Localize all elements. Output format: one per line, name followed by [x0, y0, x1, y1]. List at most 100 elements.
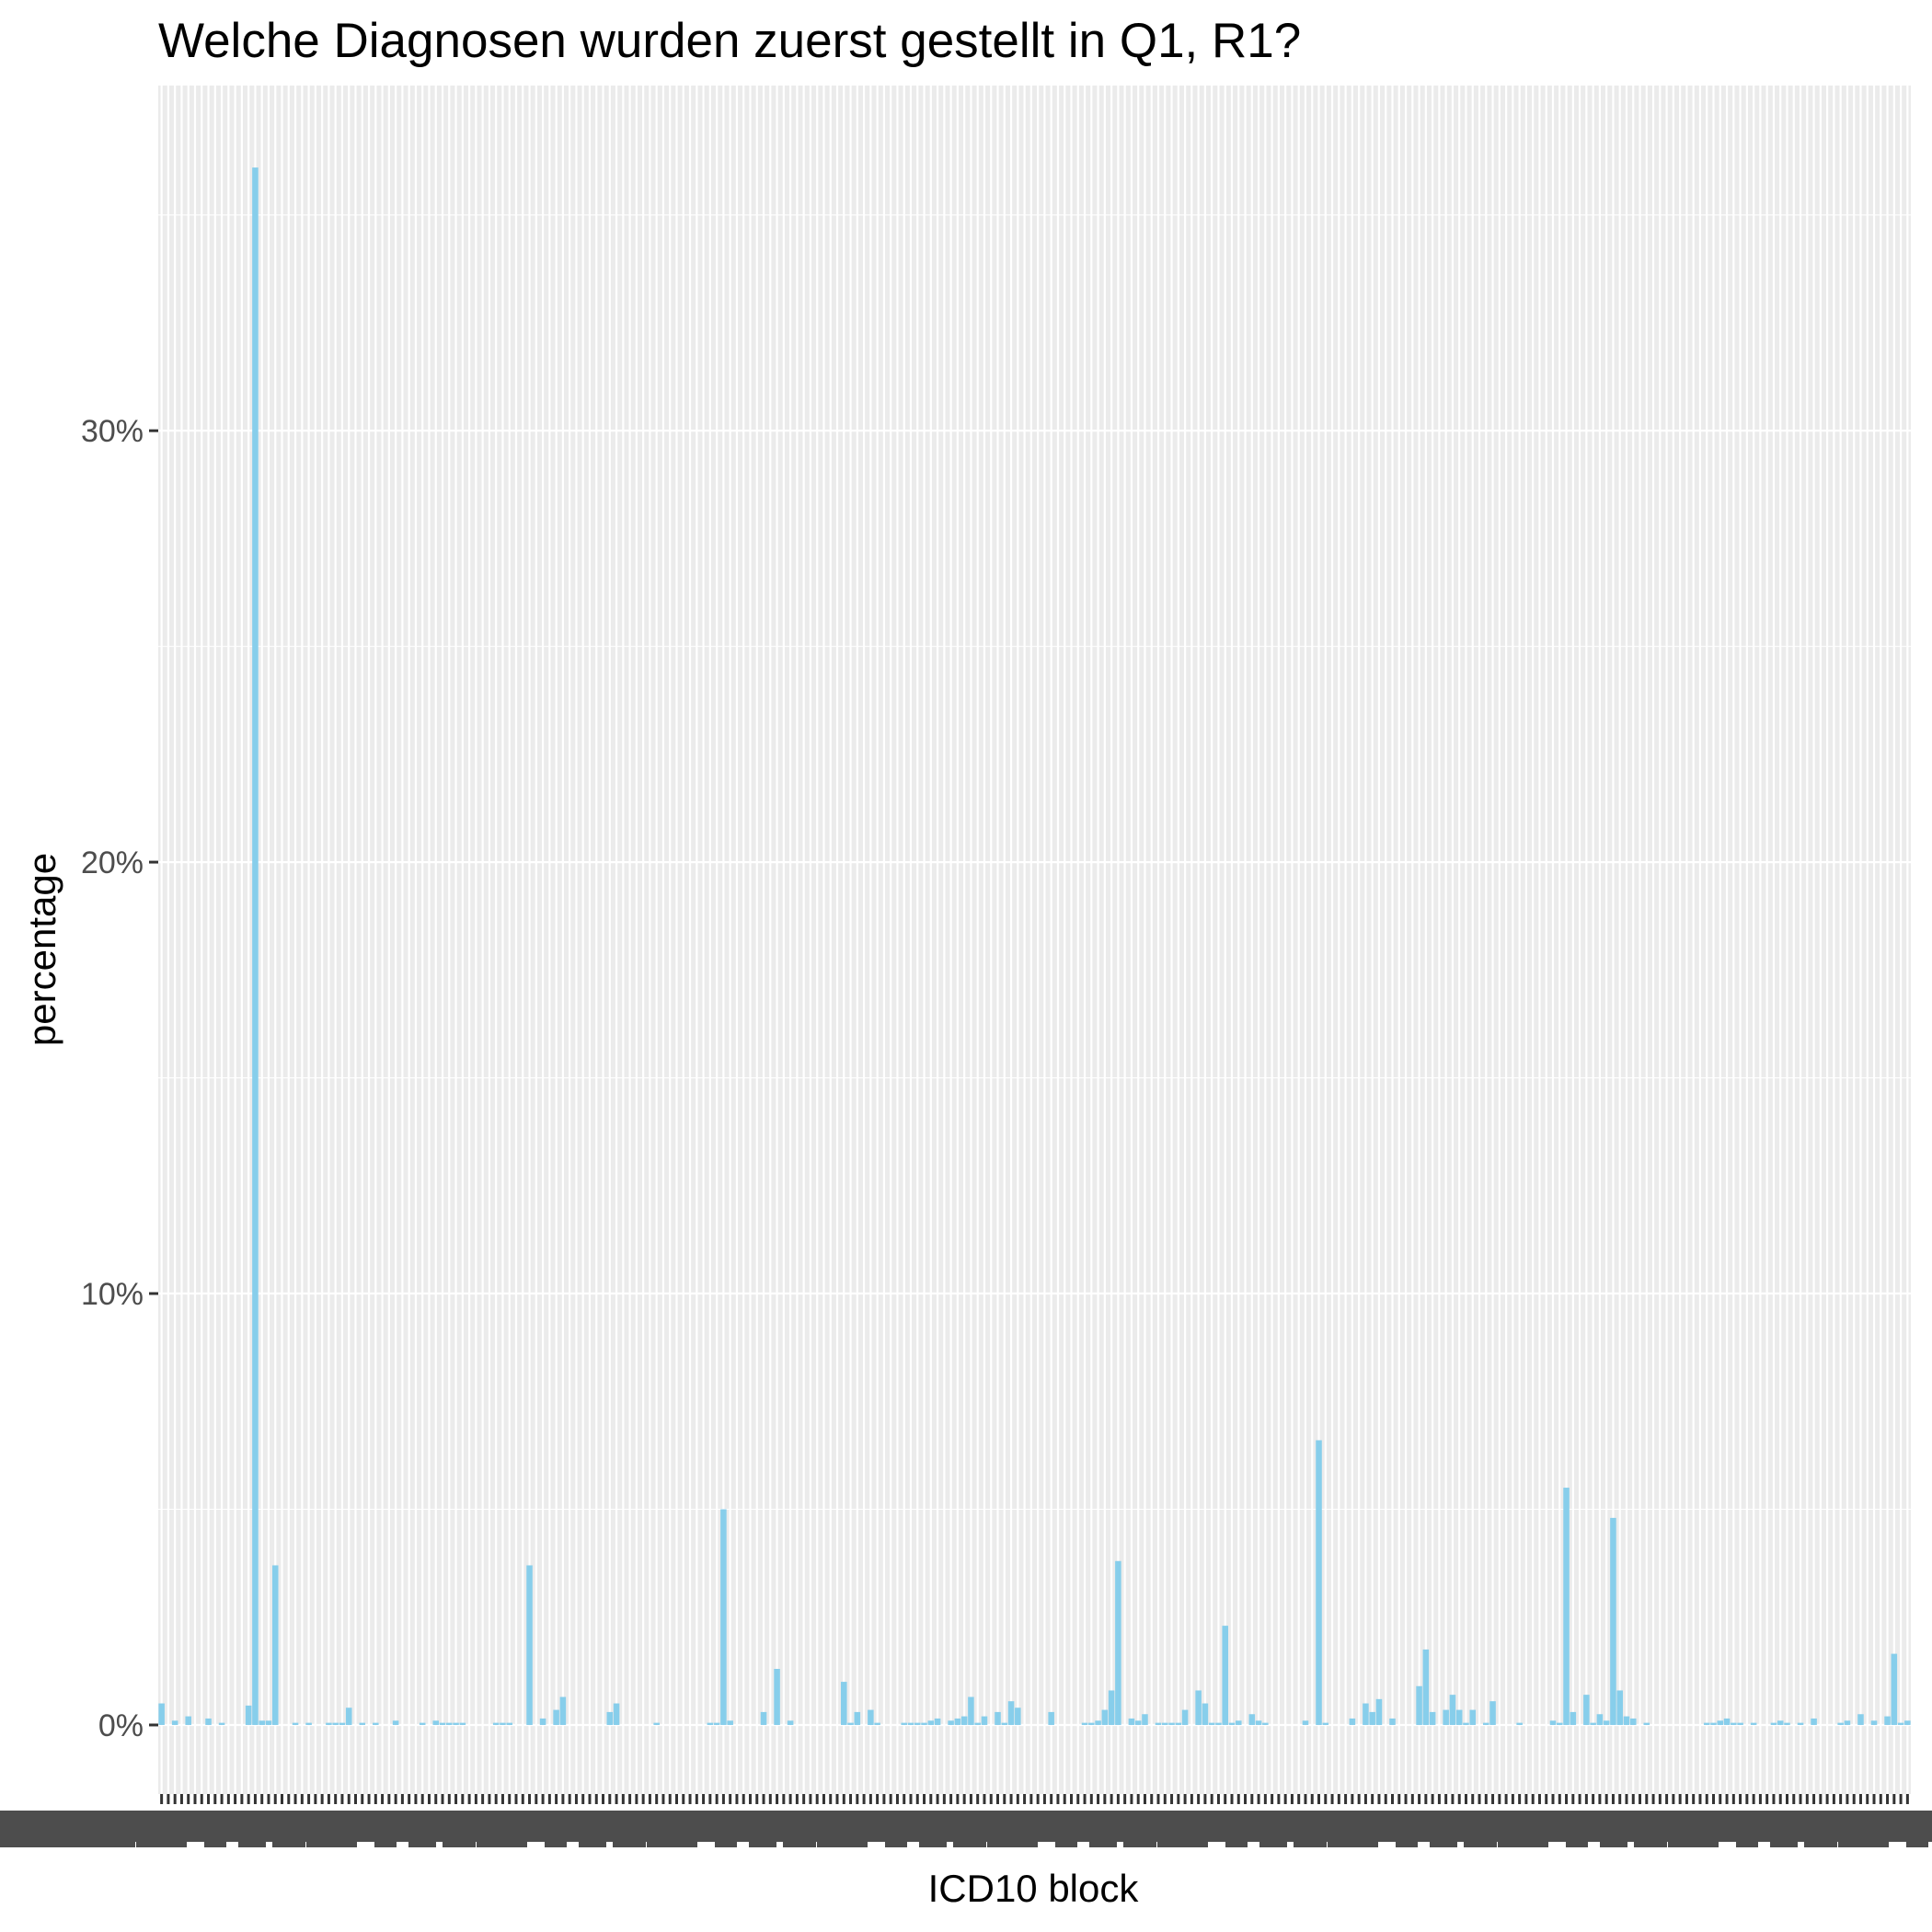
bar [1228, 1722, 1236, 1725]
bar [1737, 1722, 1743, 1725]
bar [934, 1718, 941, 1725]
y-axis: 0% 10% 20% 30% [81, 414, 158, 1743]
x-tick-label-overflow [613, 1836, 646, 1847]
bar [1616, 1690, 1623, 1725]
bar [1777, 1720, 1784, 1725]
x-tick-label-overflow [817, 1836, 856, 1847]
bar [1115, 1560, 1121, 1725]
bar [1215, 1722, 1222, 1725]
x-tick-label-overflow [238, 1836, 266, 1847]
x-tick-label-overflow [42, 1836, 75, 1847]
x-tick-label-overflow [443, 1836, 476, 1847]
bar [1316, 1440, 1322, 1725]
x-tick-label-overflow [204, 1836, 226, 1847]
x-tick-label-overflow [1600, 1836, 1627, 1847]
bar [974, 1722, 981, 1725]
y-tick-label: 20% [81, 845, 144, 880]
bar [1884, 1716, 1891, 1725]
x-tick-label-overflow [1532, 1836, 1548, 1847]
x-tick-label-overflow [919, 1836, 947, 1847]
x-tick-label-overflow [1055, 1836, 1077, 1847]
bar [1857, 1714, 1864, 1725]
bar [1128, 1718, 1135, 1725]
x-tick-label-overflow [1498, 1836, 1536, 1847]
bar [1429, 1711, 1436, 1725]
bar [713, 1722, 720, 1725]
bar [259, 1720, 265, 1725]
bar [1904, 1720, 1911, 1725]
x-tick-label-overflow [1123, 1836, 1156, 1847]
bar [907, 1722, 914, 1725]
bar [1081, 1722, 1088, 1725]
bar [158, 1703, 165, 1725]
bar [874, 1722, 880, 1725]
x-tick-label-overflow [1770, 1836, 1798, 1847]
bar [1248, 1714, 1256, 1725]
bar [948, 1720, 954, 1725]
bar [1463, 1722, 1469, 1725]
bar [392, 1720, 399, 1725]
bar [1262, 1722, 1269, 1725]
x-tick-label-overflow [1157, 1836, 1196, 1847]
bar [292, 1722, 299, 1725]
x-tick-label-overflow [1566, 1836, 1588, 1847]
bar [774, 1669, 780, 1725]
bar [1222, 1626, 1228, 1725]
bar [1375, 1698, 1383, 1725]
bar [720, 1509, 727, 1725]
x-tick-label-overflow [1259, 1836, 1287, 1847]
bar [453, 1722, 459, 1725]
bar [1516, 1722, 1523, 1725]
bar [218, 1722, 225, 1725]
bar [1570, 1711, 1577, 1725]
x-tick-label-overflow [374, 1836, 397, 1847]
bars [158, 167, 1911, 1725]
bar [914, 1722, 921, 1725]
bar [205, 1718, 212, 1725]
bar [345, 1708, 352, 1725]
bar [185, 1716, 191, 1725]
bar [500, 1722, 506, 1725]
bar [1837, 1722, 1844, 1725]
x-tick-label-overflow [1021, 1836, 1038, 1847]
bar [1703, 1722, 1710, 1725]
chart-title: Welche Diagnosen wurden zuerst gestellt … [158, 14, 1301, 68]
bar [1710, 1722, 1717, 1725]
bar [1811, 1718, 1817, 1725]
bar [1717, 1720, 1724, 1725]
y-axis-title: percentage [20, 853, 63, 1046]
bar [506, 1722, 512, 1725]
x-tick-label-overflow [545, 1836, 567, 1847]
y-tick-label: 10% [81, 1277, 144, 1312]
bar [968, 1696, 974, 1725]
bar [432, 1720, 440, 1725]
plot-panel [158, 86, 1911, 1794]
bar [332, 1722, 339, 1725]
bar [1168, 1722, 1175, 1725]
bar [847, 1722, 854, 1725]
bar [1155, 1722, 1162, 1725]
bar [1455, 1709, 1463, 1725]
bar [1549, 1720, 1557, 1725]
bar [1001, 1722, 1008, 1725]
bar [252, 167, 259, 1725]
x-tick-label-overflow [885, 1836, 907, 1847]
x-tick-label-overflow [1804, 1836, 1837, 1847]
bar [271, 1565, 279, 1725]
bar [760, 1711, 767, 1725]
bar [1590, 1722, 1596, 1725]
bar [1643, 1722, 1650, 1725]
bar [1557, 1722, 1563, 1725]
bar [1369, 1711, 1375, 1725]
bar [981, 1716, 988, 1725]
x-tick-label-overflow [1089, 1836, 1117, 1847]
bar [1449, 1695, 1456, 1725]
bar [901, 1722, 907, 1725]
bar [1891, 1653, 1898, 1725]
x-tick-label-overflow [953, 1836, 986, 1847]
bar [1489, 1701, 1496, 1725]
bar [927, 1720, 935, 1725]
bar [1844, 1720, 1851, 1725]
x-tick-label-overflow [170, 1836, 187, 1847]
bar [1101, 1709, 1109, 1725]
